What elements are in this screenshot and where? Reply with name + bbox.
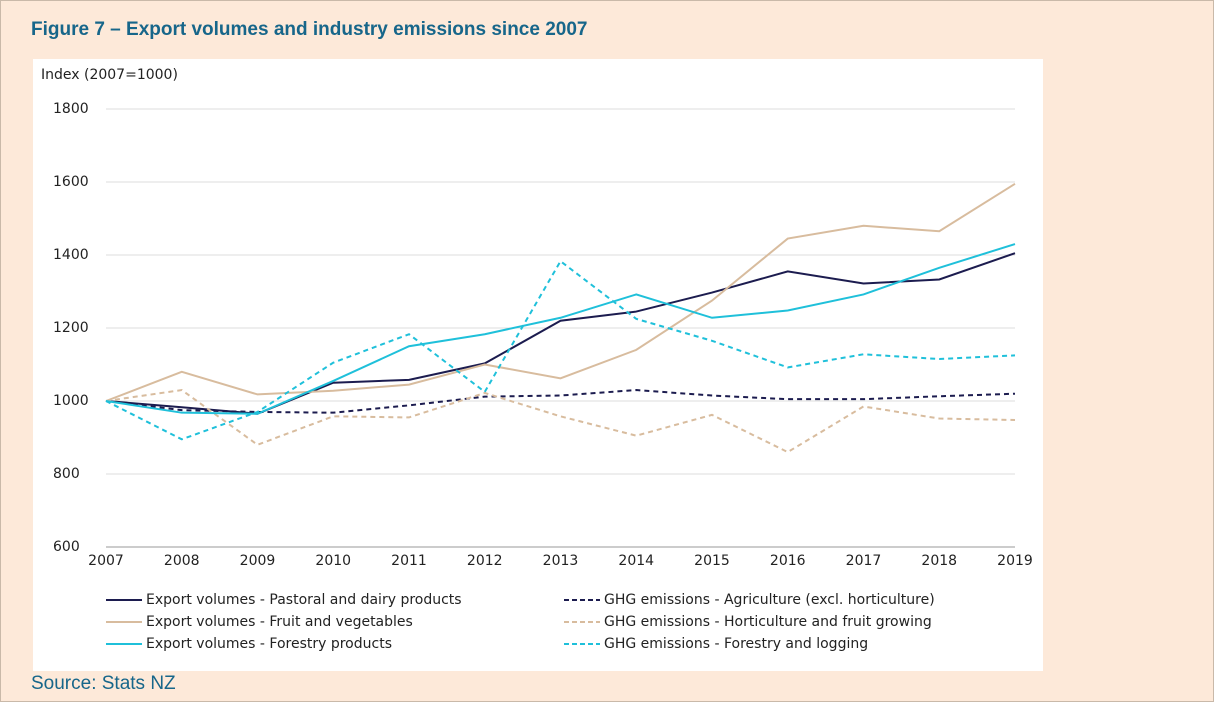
y-tick-label: 600 — [53, 539, 80, 555]
x-tick-label: 2012 — [467, 553, 503, 569]
legend-label: GHG emissions - Horticulture and fruit g… — [604, 614, 932, 630]
y-tick-label: 1400 — [53, 247, 89, 263]
x-tick-label: 2009 — [240, 553, 276, 569]
series-line — [105, 259, 1016, 441]
series-line — [105, 182, 1016, 402]
legend-label: Export volumes - Pastoral and dairy prod… — [146, 592, 462, 608]
legend-label: GHG emissions - Forestry and logging — [604, 636, 868, 652]
x-tick-label: 2010 — [315, 553, 351, 569]
x-tick-label: 2011 — [391, 553, 427, 569]
x-tick-label: 2018 — [921, 553, 957, 569]
x-tick-label: 2015 — [694, 553, 730, 569]
legend-label: Export volumes - Fruit and vegetables — [146, 614, 413, 630]
y-tick-label: 800 — [53, 466, 80, 482]
legend-label: GHG emissions - Agriculture (excl. horti… — [604, 592, 935, 608]
series-line — [105, 243, 1016, 415]
y-tick-label: 1800 — [53, 101, 89, 117]
x-tick-label: 2008 — [164, 553, 200, 569]
x-tick-label: 2013 — [543, 553, 579, 569]
series-line — [105, 389, 1016, 414]
chart-background — [33, 59, 1043, 671]
legend-label: Export volumes - Forestry products — [146, 636, 392, 652]
x-tick-label: 2019 — [997, 553, 1033, 569]
x-tick-label: 2007 — [88, 553, 124, 569]
figure-title: Figure 7 – Export volumes and industry e… — [31, 19, 588, 40]
y-axis-label: Index (2007=1000) — [41, 67, 178, 83]
source: Source: Stats NZ — [31, 673, 176, 694]
y-tick-label: 1000 — [53, 393, 89, 409]
x-tick-label: 2017 — [846, 553, 882, 569]
y-tick-label: 1600 — [53, 174, 89, 190]
chart: Index (2007=1000) 600 800 1000 1200 1400 1600… — [33, 59, 1043, 671]
x-tick-label: 2016 — [770, 553, 806, 569]
x-tick-label: 2014 — [618, 553, 654, 569]
y-tick-label: 1200 — [53, 320, 89, 336]
